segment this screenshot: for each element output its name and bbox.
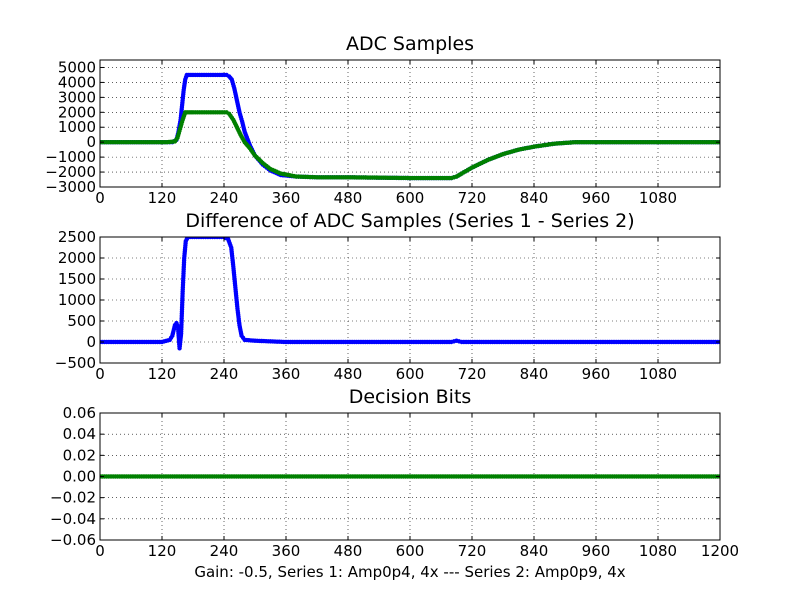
y-tick-label: 0.04 xyxy=(63,425,96,443)
x-tick-label: 840 xyxy=(520,542,549,560)
chart-title: ADC Samples xyxy=(346,33,474,55)
x-tick-label: 480 xyxy=(334,365,363,383)
x-tick-label: 840 xyxy=(520,189,549,207)
x-tick-label: 120 xyxy=(148,365,177,383)
y-tick-label: 500 xyxy=(67,312,96,330)
y-tick-label: 0 xyxy=(86,133,96,151)
x-tick-label: 1200 xyxy=(701,542,739,560)
x-tick-label: 120 xyxy=(148,189,177,207)
x-tick-label: 720 xyxy=(458,542,487,560)
y-tick-label: 3000 xyxy=(58,88,96,106)
y-tick-label: −2000 xyxy=(45,163,96,181)
x-tick-label: 240 xyxy=(210,189,239,207)
y-tick-label: 0 xyxy=(86,333,96,351)
tick-marks xyxy=(99,60,720,188)
chart-panel-3: 0 120 240 360 480 600 720 840 960 1080 1200 −0.06 −0… xyxy=(50,386,739,581)
x-tick-label: 0 xyxy=(95,542,105,560)
x-tick-label: 1080 xyxy=(639,189,677,207)
y-tick-label: 2000 xyxy=(58,103,96,121)
x-tick-label: 600 xyxy=(396,365,425,383)
y-tick-label: −3000 xyxy=(45,178,96,196)
x-tick-label: 480 xyxy=(334,189,363,207)
series-1 xyxy=(100,237,720,351)
y-tick-label: 2000 xyxy=(58,249,96,267)
x-tick-label: 1080 xyxy=(639,365,677,383)
x-tick-label: 0 xyxy=(95,189,105,207)
x-tick-label: 480 xyxy=(334,542,363,560)
y-tick-label: 5000 xyxy=(58,58,96,76)
x-tick-label: 720 xyxy=(458,189,487,207)
chart-title: Decision Bits xyxy=(349,386,472,408)
x-tick-label: 120 xyxy=(148,542,177,560)
x-axis-label: Gain: -0.5, Series 1: Amp0p4, 4x --- Ser… xyxy=(194,563,625,581)
y-tick-label: −0.02 xyxy=(50,489,96,507)
y-tick-label: 1500 xyxy=(58,270,96,288)
y-tick-label: 1000 xyxy=(58,118,96,136)
x-tick-label: 360 xyxy=(272,542,301,560)
x-tick-label: 360 xyxy=(272,189,301,207)
x-tick-label: 600 xyxy=(396,542,425,560)
y-tick-label: 1000 xyxy=(58,291,96,309)
y-tick-label: −500 xyxy=(55,354,96,372)
y-tick-label: −0.06 xyxy=(50,531,96,549)
x-tick-label: 960 xyxy=(582,189,611,207)
x-tick-label: 960 xyxy=(582,365,611,383)
y-tick-label: −1000 xyxy=(45,148,96,166)
x-tick-label: 720 xyxy=(458,365,487,383)
series-1 xyxy=(100,474,720,479)
chart-panel-2: 0 120 240 360 480 600 720 840 960 1080−5000500100… xyxy=(55,210,721,383)
x-tick-label: 360 xyxy=(272,365,301,383)
x-tick-label: 0 xyxy=(95,365,105,383)
x-tick-label: 240 xyxy=(210,542,239,560)
y-tick-label: 0.06 xyxy=(63,404,96,422)
y-tick-label: 2500 xyxy=(58,228,96,246)
y-tick-label: 0.02 xyxy=(63,446,96,464)
x-tick-label: 840 xyxy=(520,365,549,383)
y-tick-label: −0.04 xyxy=(50,510,96,528)
series-2 xyxy=(100,110,720,181)
x-tick-label: 600 xyxy=(396,189,425,207)
plot-area xyxy=(100,60,720,187)
chart-title: Difference of ADC Samples (Series 1 - Se… xyxy=(185,210,634,232)
x-tick-label: 1080 xyxy=(639,542,677,560)
y-tick-label: 4000 xyxy=(58,73,96,91)
tick-marks xyxy=(99,236,720,364)
tick-marks xyxy=(99,412,721,541)
y-tick-label: 0.00 xyxy=(63,468,96,486)
x-tick-label: 240 xyxy=(210,365,239,383)
x-tick-label: 960 xyxy=(582,542,611,560)
chart-panel-1: 0 120 240 360 480 600 720 840 960 1080 −3000−2000−… xyxy=(45,33,721,207)
